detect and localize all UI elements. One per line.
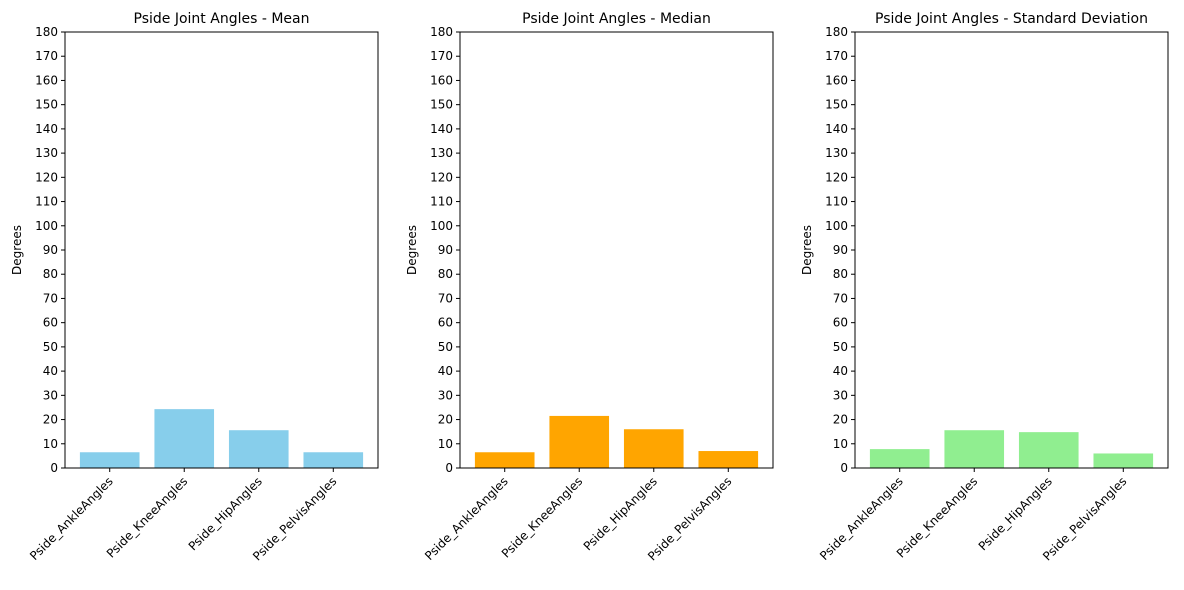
y-tick-label: 60 [43,316,58,330]
y-tick-label: 140 [430,122,453,136]
y-tick-label: 140 [825,122,848,136]
bar-Pside_PelvisAngles [1093,453,1154,468]
y-tick-label: 120 [825,170,848,184]
x-tick-label: Pside_KneeAngles [104,474,190,560]
y-tick-label: 50 [43,340,58,354]
x-tick-label: Pside_KneeAngles [499,474,585,560]
chart-panel-2: 0 10 20 30 40 50 60 70 80 90 100 110 120 130 140 150 160… [800,11,1169,563]
y-tick-label: 140 [35,122,58,136]
y-tick-label: 40 [438,364,453,378]
y-tick-label: 80 [833,267,848,281]
y-tick-label: 150 [430,98,453,112]
y-tick-label: 160 [430,73,453,87]
y-axis-label: Degrees [10,225,24,275]
x-tick-label: Pside_HipAngles [186,474,265,553]
y-tick-label: 100 [35,219,58,233]
y-tick-label: 90 [43,243,58,257]
y-tick-label: 10 [833,437,848,451]
y-tick-label: 180 [825,25,848,39]
y-tick-label: 40 [833,364,848,378]
bar-Pside_PelvisAngles [698,451,759,468]
y-tick-label: 170 [35,49,58,63]
y-tick-label: 70 [833,291,848,305]
y-tick-label: 20 [43,413,58,427]
y-tick-label: 10 [438,437,453,451]
y-tick-label: 0 [50,461,58,475]
y-tick-label: 80 [43,267,58,281]
chart-panel-0: 0 10 20 30 40 50 60 70 80 90 100 110 120 130 140 150 160… [10,11,379,563]
y-tick-label: 160 [825,73,848,87]
y-tick-label: 170 [825,49,848,63]
y-tick-label: 110 [430,195,453,209]
y-tick-label: 170 [430,49,453,63]
y-tick-label: 80 [438,267,453,281]
y-tick-label: 30 [438,388,453,402]
y-axis-label: Degrees [800,225,814,275]
bar-Pside_KneeAngles [549,415,610,468]
y-tick-label: 30 [833,388,848,402]
x-tick-label: Pside_HipAngles [581,474,660,553]
y-tick-label: 10 [43,437,58,451]
y-tick-label: 110 [825,195,848,209]
bar-Pside_KneeAngles [154,409,215,468]
y-tick-label: 40 [43,364,58,378]
x-tick-label: Pside_AnkleAngles [422,474,511,563]
axes-frame [459,31,774,469]
bar-Pside_AnkleAngles [869,449,930,468]
bar-Pside_KneeAngles [944,430,1005,468]
bar-Pside_HipAngles [228,430,289,468]
y-tick-label: 130 [825,146,848,160]
x-tick-label: Pside_HipAngles [976,474,1055,553]
axes-frame [64,31,379,469]
chart-title: Pside Joint Angles - Standard Deviation [875,11,1148,27]
y-tick-label: 50 [438,340,453,354]
y-tick-label: 50 [833,340,848,354]
y-tick-label: 70 [438,291,453,305]
axes-frame [854,31,1169,469]
bar-Pside_HipAngles [1018,432,1079,468]
chart-title: Pside Joint Angles - Median [522,11,711,27]
y-tick-label: 90 [833,243,848,257]
x-tick-label: Pside_AnkleAngles [817,474,906,563]
y-tick-label: 100 [430,219,453,233]
bar-Pside_AnkleAngles [79,452,140,468]
y-tick-label: 0 [445,461,453,475]
y-tick-label: 0 [840,461,848,475]
x-tick-label: Pside_PelvisAngles [645,474,734,563]
y-tick-label: 90 [438,243,453,257]
y-tick-label: 130 [430,146,453,160]
bar-Pside_AnkleAngles [474,452,535,468]
y-tick-label: 120 [430,170,453,184]
y-tick-label: 20 [833,413,848,427]
y-tick-label: 160 [35,73,58,87]
y-tick-label: 150 [35,98,58,112]
y-tick-label: 100 [825,219,848,233]
y-tick-label: 60 [833,316,848,330]
y-axis-label: Degrees [405,225,419,275]
chart-title: Pside Joint Angles - Mean [134,11,310,27]
chart-panel-1: 0 10 20 30 40 50 60 70 80 90 100 110 120 130 140 150 160… [405,11,774,563]
x-tick-label: Pside_KneeAngles [894,474,980,560]
bar-Pside_HipAngles [623,429,684,468]
x-tick-label: Pside_AnkleAngles [27,474,116,563]
x-tick-label: Pside_PelvisAngles [1040,474,1129,563]
x-tick-label: Pside_PelvisAngles [250,474,339,563]
y-tick-label: 150 [825,98,848,112]
y-tick-label: 60 [438,316,453,330]
y-tick-label: 110 [35,195,58,209]
bar-Pside_PelvisAngles [303,452,364,468]
y-tick-label: 180 [35,25,58,39]
y-tick-label: 180 [430,25,453,39]
y-tick-label: 20 [438,413,453,427]
y-tick-label: 130 [35,146,58,160]
y-tick-label: 120 [35,170,58,184]
y-tick-label: 70 [43,291,58,305]
y-tick-label: 30 [43,388,58,402]
